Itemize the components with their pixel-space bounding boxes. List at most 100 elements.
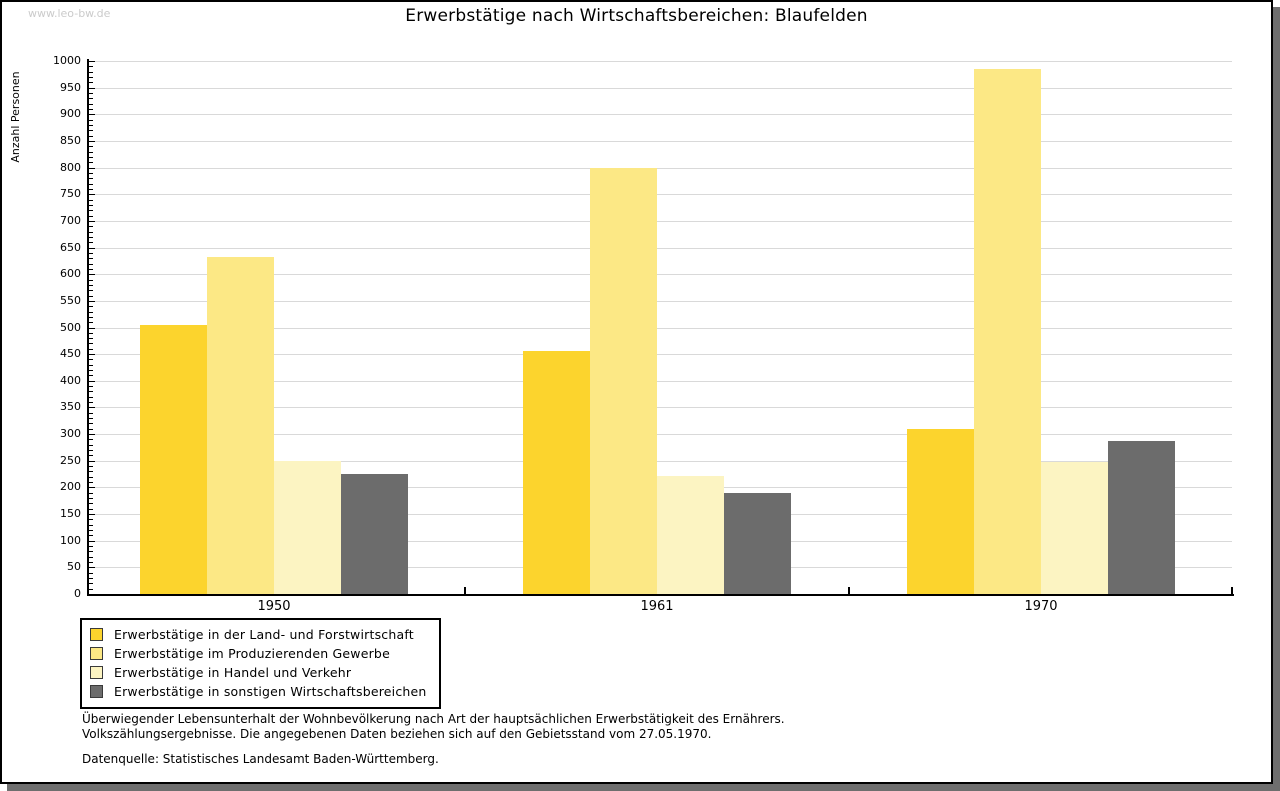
y-minor-tick — [89, 236, 93, 238]
bar-1950-series0 — [140, 324, 207, 594]
y-minor-tick — [89, 210, 93, 212]
y-minor-tick — [89, 455, 93, 457]
y-tick-label: 200 — [60, 480, 81, 494]
x-tick-label: 1970 — [1024, 599, 1058, 614]
y-minor-tick — [89, 546, 93, 548]
gridline — [89, 274, 1232, 276]
y-minor-tick — [89, 343, 93, 345]
y-minor-tick — [89, 242, 93, 244]
y-tick-label: 300 — [60, 427, 81, 441]
bar-1970-series1 — [974, 68, 1041, 594]
y-tick-label: 550 — [60, 293, 81, 307]
y-minor-tick — [89, 524, 93, 526]
x-tick-label: 1950 — [257, 599, 291, 614]
y-tick-label: 850 — [60, 133, 81, 147]
y-major-tick — [89, 567, 95, 569]
bar-1950-series2 — [274, 460, 341, 594]
y-minor-tick — [89, 450, 93, 452]
y-tick-label: 400 — [60, 373, 81, 387]
y-minor-tick — [89, 332, 93, 334]
y-minor-tick — [89, 471, 93, 473]
gridline — [89, 354, 1232, 356]
y-minor-tick — [89, 82, 93, 84]
y-minor-tick — [89, 178, 93, 180]
gridline — [89, 327, 1232, 329]
legend-swatch-land-forstwirtschaft — [90, 628, 103, 641]
y-minor-tick — [89, 418, 93, 420]
y-minor-tick — [89, 156, 93, 158]
bar-1970-series0 — [907, 428, 974, 594]
y-minor-tick — [89, 551, 93, 553]
legend-item: Erwerbstätige in sonstigen Wirtschaftsbe… — [90, 682, 427, 701]
y-major-tick — [89, 380, 95, 382]
y-minor-tick — [89, 268, 93, 270]
y-minor-tick — [89, 562, 93, 564]
bar-1950-series3 — [341, 474, 408, 594]
y-minor-tick — [89, 119, 93, 121]
y-axis-line — [87, 59, 89, 596]
y-minor-tick — [89, 135, 93, 137]
y-minor-tick — [89, 295, 93, 297]
x-boundary-tick — [464, 587, 466, 594]
legend-item: Erwerbstätige im Produzierenden Gewerbe — [90, 644, 427, 663]
y-minor-tick — [89, 359, 93, 361]
y-minor-tick — [89, 588, 93, 590]
y-minor-tick — [89, 199, 93, 201]
y-major-tick — [89, 514, 95, 516]
y-minor-tick — [89, 370, 93, 372]
gridline — [89, 140, 1232, 142]
y-minor-tick — [89, 556, 93, 558]
y-major-tick — [89, 167, 95, 169]
y-tick-label: 0 — [74, 587, 81, 600]
y-tick-label: 700 — [60, 213, 81, 227]
y-minor-tick — [89, 535, 93, 537]
y-major-tick — [89, 87, 95, 89]
y-minor-tick — [89, 284, 93, 286]
y-tick-label: 50 — [67, 560, 81, 574]
y-minor-tick — [89, 188, 93, 190]
y-minor-tick — [89, 498, 93, 500]
y-minor-tick — [89, 172, 93, 174]
footnote-line: Überwiegender Lebensunterhalt der Wohnbe… — [82, 712, 785, 726]
bar-1961-series1 — [590, 167, 657, 594]
y-minor-tick — [89, 263, 93, 265]
bar-1970-series2 — [1041, 461, 1108, 594]
legend-swatch-sonstige — [90, 685, 103, 698]
y-minor-tick — [89, 519, 93, 521]
y-major-tick — [89, 354, 95, 356]
y-minor-tick — [89, 98, 93, 100]
y-minor-tick — [89, 530, 93, 532]
gridline — [89, 300, 1232, 302]
chart-title: Erwerbstätige nach Wirtschaftsbereichen:… — [405, 6, 868, 26]
watermark: www.leo-bw.de — [28, 7, 111, 20]
gridline — [89, 247, 1232, 249]
gridline — [89, 434, 1232, 436]
y-major-tick — [89, 194, 95, 196]
y-minor-tick — [89, 391, 93, 393]
x-boundary-tick — [1231, 587, 1233, 594]
footnote-line: Volkszählungsergebnisse. Die angegebenen… — [82, 727, 712, 741]
y-minor-tick — [89, 146, 93, 148]
y-minor-tick — [89, 444, 93, 446]
y-major-tick — [89, 434, 95, 436]
bar-1961-series3 — [724, 492, 791, 594]
bar-1970-series3 — [1108, 441, 1175, 594]
y-minor-tick — [89, 130, 93, 132]
y-minor-tick — [89, 103, 93, 105]
legend-label: Erwerbstätige in Handel und Verkehr — [114, 665, 352, 680]
y-tick-label: 100 — [60, 533, 81, 547]
y-minor-tick — [89, 226, 93, 228]
gridline — [89, 87, 1232, 89]
y-minor-tick — [89, 503, 93, 505]
y-major-tick — [89, 61, 95, 62]
y-major-tick — [89, 247, 95, 249]
y-tick-label: 350 — [60, 400, 81, 414]
y-minor-tick — [89, 311, 93, 313]
gridline — [89, 380, 1232, 382]
data-source: Datenquelle: Statistisches Landesamt Bad… — [82, 752, 439, 766]
y-tick-label: 450 — [60, 347, 81, 361]
bar-chart: 0 50 100 150 200 250 300 350 400 450 500 550 600 650 7… — [2, 2, 1271, 782]
y-minor-tick — [89, 428, 93, 430]
y-minor-tick — [89, 290, 93, 292]
